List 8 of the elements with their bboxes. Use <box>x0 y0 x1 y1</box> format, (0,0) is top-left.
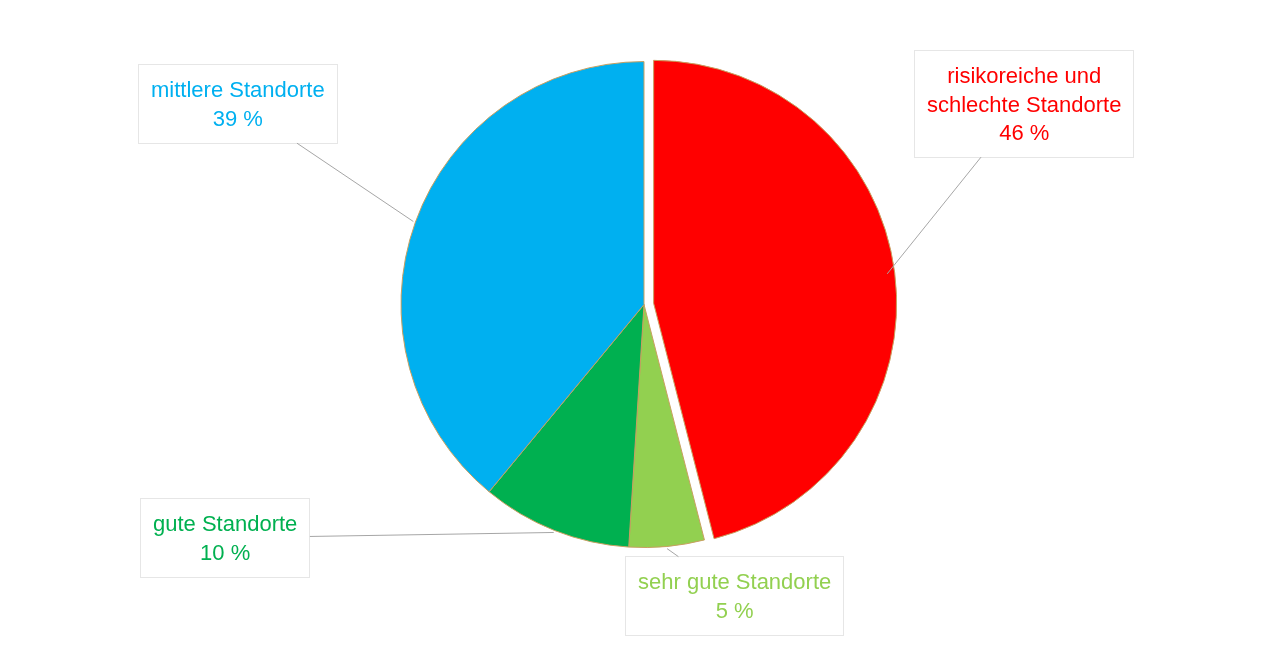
data-label: 39 % <box>212 105 263 131</box>
slice-label: gute Standorte <box>153 511 298 536</box>
slice-label: risikoreiche und schlechte Standorte <box>927 63 1122 117</box>
data-label: 46 % <box>999 120 1050 146</box>
slice-label: mittlere Standorte <box>151 77 325 102</box>
data-label: 5 % <box>715 597 754 623</box>
data-label: 10 % <box>200 539 251 565</box>
slice-label: sehr gute Standorte <box>638 569 832 594</box>
